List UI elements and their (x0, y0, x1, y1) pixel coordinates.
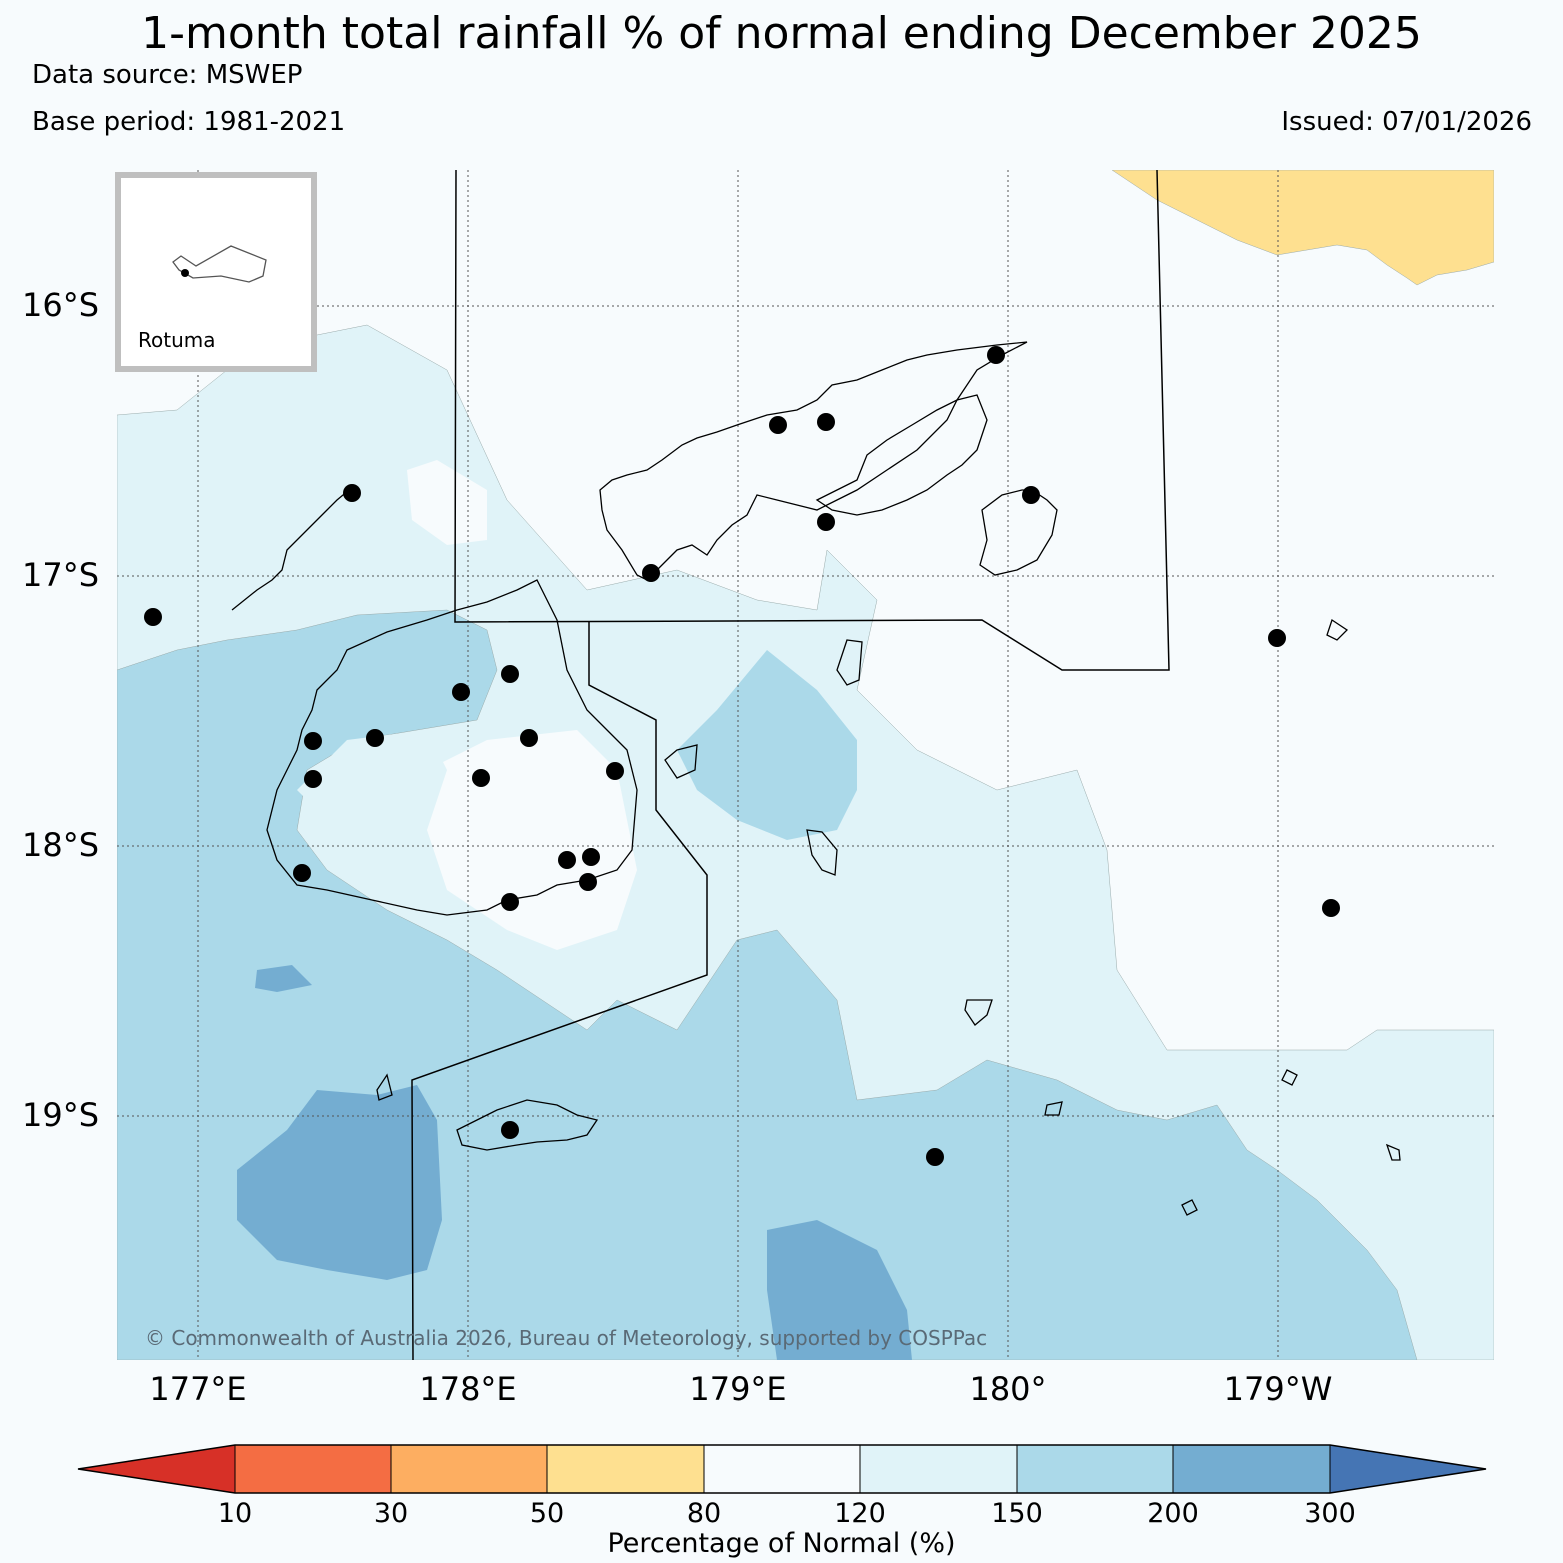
colorbar-120-150 (860, 1445, 1017, 1493)
zone-50-80 (1111, 170, 1494, 286)
rainfall-map (117, 170, 1494, 1360)
colorbar-tick-300: 300 (1304, 1498, 1356, 1529)
colorbar-tick-150: 150 (991, 1498, 1043, 1529)
inset-label: Rotuma (138, 328, 216, 352)
lon-label-179w: 179°W (1223, 1370, 1333, 1408)
colorbar-tick-30: 30 (373, 1498, 409, 1529)
base-period: Base period: 1981-2021 (32, 107, 346, 137)
colorbar-gt300 (1330, 1445, 1486, 1493)
rotuma-island (172, 245, 267, 283)
colorbar-tick-50: 50 (529, 1498, 565, 1529)
colorbar (77, 1444, 1487, 1494)
colorbar-30-50 (391, 1445, 547, 1493)
colorbar-50-80 (547, 1445, 704, 1493)
lat-label-17s: 17°S (22, 556, 100, 594)
colorbar-label: Percentage of Normal (%) (607, 1528, 956, 1559)
lon-label-180: 180° (969, 1370, 1047, 1408)
colorbar-200-300 (1173, 1445, 1330, 1493)
colorbar-150-200 (1017, 1445, 1173, 1493)
map-title: 1-month total rainfall % of normal endin… (141, 8, 1422, 59)
lat-label-18s: 18°S (22, 826, 100, 864)
zone-150-200 (117, 609, 1418, 1360)
station-markers (144, 346, 1340, 1166)
colorbar-tick-10: 10 (217, 1498, 253, 1529)
lon-label-178e: 178°E (419, 1370, 517, 1408)
issued-date: Issued: 07/01/2026 (1281, 107, 1532, 137)
colorbar-10-30 (235, 1445, 391, 1493)
coastlines (231, 341, 1401, 1216)
zone-200-300 (237, 1085, 442, 1280)
colorbar-80-120 (704, 1445, 860, 1493)
lon-label-177e: 177°E (149, 1370, 247, 1408)
data-source: Data source: MSWEP (32, 60, 303, 90)
lon-label-179e: 179°E (689, 1370, 787, 1408)
lat-label-16s: 16°S (22, 286, 100, 324)
copyright-notice: © Commonwealth of Australia 2026, Bureau… (145, 1326, 988, 1350)
lat-label-19s: 19°S (22, 1096, 100, 1134)
colorbar-tick-120: 120 (834, 1498, 886, 1529)
rotuma-inset: Rotuma (115, 172, 317, 372)
rotuma-station (181, 269, 189, 277)
colorbar-lt10 (78, 1445, 235, 1493)
colorbar-tick-80: 80 (686, 1498, 722, 1529)
colorbar-tick-200: 200 (1147, 1498, 1199, 1529)
